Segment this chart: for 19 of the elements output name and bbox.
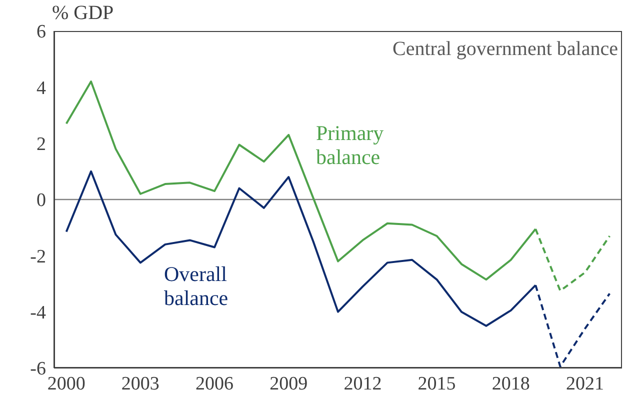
series-label: Overall balance [164, 262, 228, 310]
y-tick-label: 6 [36, 22, 46, 43]
x-tick-label: 2018 [492, 373, 530, 394]
x-tick-label: 2012 [344, 373, 382, 394]
x-tick-label: 2009 [270, 373, 308, 394]
x-tick-label: 2015 [418, 373, 456, 394]
y-tick-label: -2 [30, 246, 46, 268]
x-tick-label: 2000 [47, 373, 86, 394]
y-tick-label: -6 [30, 358, 46, 380]
x-tick-label: 2006 [196, 373, 234, 394]
series-label: Primary balance [316, 121, 384, 169]
y-axis-title: % GDP [52, 2, 114, 25]
y-tick-label: 0 [36, 190, 46, 212]
chart-title: Central government balance [392, 38, 618, 61]
x-tick-label: 2021 [566, 373, 604, 394]
y-tick-label: 4 [36, 78, 46, 99]
y-tick-label: -4 [30, 302, 46, 324]
x-tick-label: 2003 [121, 373, 160, 394]
y-tick-label: 2 [36, 134, 46, 156]
